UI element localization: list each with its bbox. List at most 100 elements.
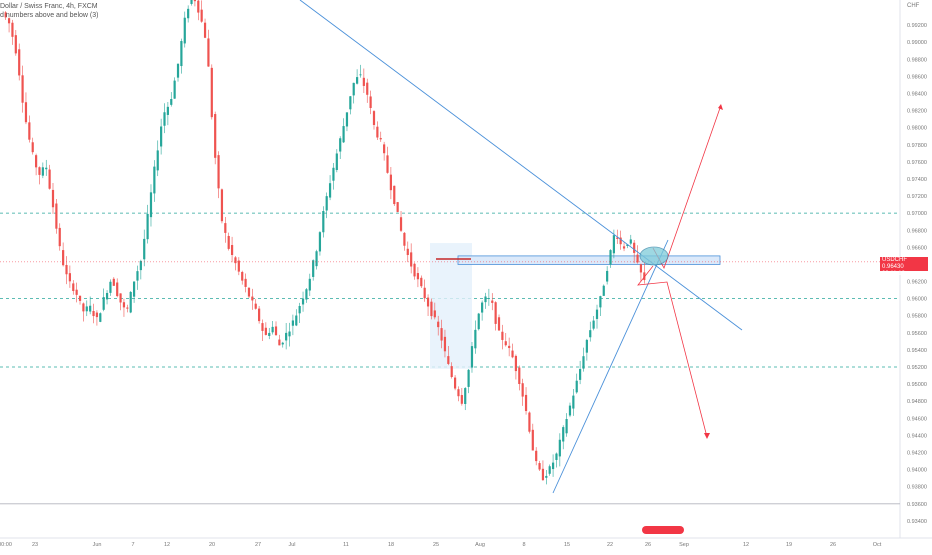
candle-body: [149, 192, 153, 218]
candle-body: [105, 292, 109, 300]
candle-body: [450, 366, 453, 378]
candle-body: [183, 17, 186, 44]
x-tick-label: 25: [433, 542, 439, 548]
x-tick-label: Oct: [873, 542, 882, 548]
descending-trendline: [299, 0, 743, 331]
y-tick-label: 0.99200: [907, 23, 927, 29]
candle-body: [332, 167, 335, 181]
candle-body: [99, 313, 102, 322]
candle-body: [335, 153, 338, 171]
candle-body: [356, 77, 359, 84]
candle-body: [528, 412, 531, 432]
candle-body: [626, 244, 629, 246]
candle-body: [592, 320, 595, 329]
y-tick-label: 0.93400: [907, 519, 927, 525]
candle-body: [75, 289, 78, 295]
candle-body: [389, 174, 392, 191]
candle-body: [437, 321, 440, 328]
candle-body: [217, 155, 220, 189]
x-tick-label: 12: [743, 542, 749, 548]
chart-legend: Dollar / Swiss Franc, 4h, FXCM d numbers…: [0, 2, 98, 20]
candle-body: [430, 301, 433, 317]
candle-body: [403, 232, 406, 246]
candle-body: [7, 18, 11, 24]
candle-body: [254, 303, 257, 309]
candle-body: [447, 356, 450, 364]
candle-body: [464, 388, 467, 405]
candle-body: [48, 169, 51, 189]
candle-body: [291, 320, 294, 326]
candle-body: [143, 238, 146, 260]
candle-body: [122, 302, 126, 308]
candle-body: [139, 260, 142, 271]
candle-body: [328, 183, 332, 198]
price-tag-countdown: 03:11:18: [882, 271, 905, 277]
candle-body: [548, 466, 551, 474]
y-tick-label: 0.96800: [907, 228, 927, 234]
candle-body: [406, 248, 409, 256]
bearish-projection-path: [637, 265, 708, 438]
candle-body: [126, 307, 129, 309]
candle-body: [220, 189, 224, 222]
candle-body: [443, 336, 447, 352]
candle-body: [166, 106, 169, 115]
candle-body: [372, 111, 376, 125]
candle-body: [457, 389, 460, 397]
candle-body: [433, 310, 436, 318]
candle-body: [511, 350, 514, 358]
price-tag-symbol: USDCHF: [882, 257, 907, 263]
candle-body: [200, 9, 203, 22]
candle-body: [271, 326, 274, 333]
candle-body: [477, 313, 480, 330]
candle-body: [396, 202, 399, 212]
candle-body: [393, 185, 396, 205]
candle-body: [78, 295, 82, 301]
candle-body: [423, 287, 426, 299]
candle-body: [501, 331, 504, 340]
candle-body: [45, 167, 48, 170]
x-tick-label: 26: [830, 542, 836, 548]
candle-body: [369, 96, 372, 109]
currency-label: CHF: [907, 3, 920, 9]
candle-body: [170, 98, 173, 105]
y-tick-label: 0.95800: [907, 314, 927, 320]
candle-body: [481, 302, 484, 313]
x-tick-label: 27: [255, 542, 261, 548]
price-tag-value: 0.96430: [882, 264, 904, 270]
x-tick-label: 22: [607, 542, 613, 548]
candle-body: [82, 303, 85, 312]
candle-body: [305, 289, 308, 300]
events-badge[interactable]: [642, 526, 684, 534]
candle-body: [612, 235, 615, 254]
candle-body: [426, 297, 430, 307]
candle-body: [619, 237, 622, 245]
candle-body: [285, 332, 288, 341]
candle-body: [281, 342, 284, 345]
candle-body: [119, 293, 122, 303]
candle-body: [85, 306, 88, 312]
y-tick-label: 0.97800: [907, 143, 927, 149]
candle-body: [518, 367, 521, 385]
candle-body: [352, 82, 355, 96]
candle-body: [470, 346, 474, 368]
candle-body: [504, 341, 507, 346]
x-tick-label: 15: [564, 542, 570, 548]
candle-body: [35, 155, 38, 168]
candle-body: [234, 257, 237, 264]
candle-body: [295, 315, 298, 326]
y-tick-label: 0.96200: [907, 280, 927, 286]
y-tick-label: 0.98800: [907, 57, 927, 63]
candle-body: [575, 380, 578, 393]
candle-body: [156, 150, 159, 171]
candle-body: [160, 126, 163, 147]
candle-body: [639, 264, 643, 273]
candle-body: [176, 63, 180, 78]
y-tick-label: 0.98200: [907, 109, 927, 115]
candle-body: [153, 166, 156, 194]
candle-body: [420, 277, 423, 287]
y-tick-label: 0.97400: [907, 177, 927, 183]
candle-body: [362, 77, 365, 86]
candle-body: [585, 339, 588, 353]
